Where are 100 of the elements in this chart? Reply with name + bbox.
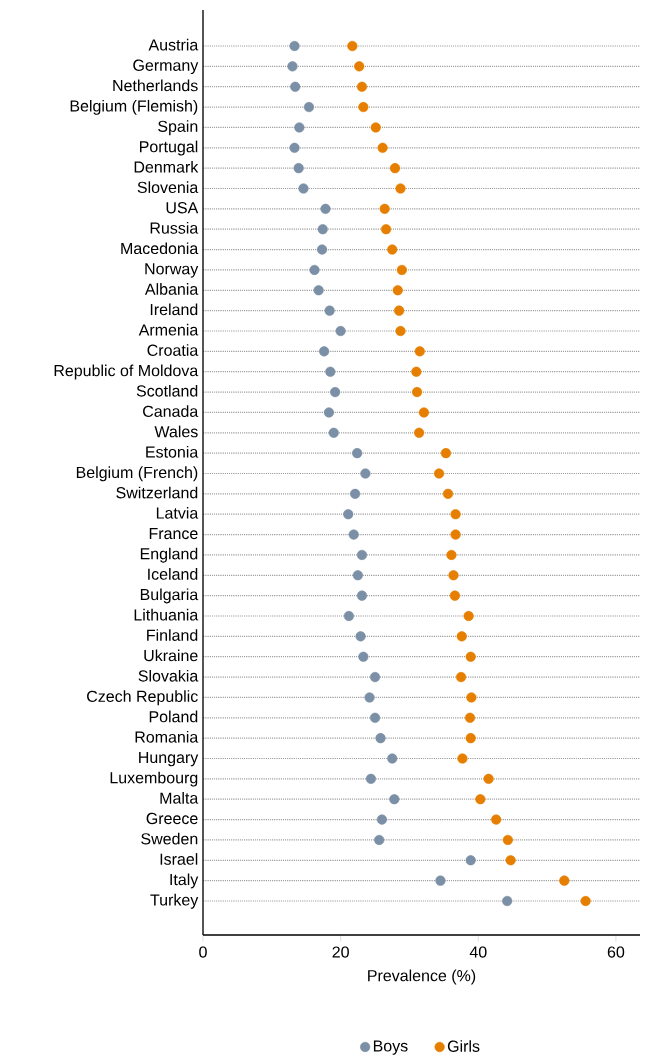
point bbox=[293, 163, 304, 174]
point bbox=[502, 895, 513, 907]
y-tick-label: Slovenia bbox=[137, 181, 199, 194]
point bbox=[348, 529, 359, 540]
y-tick-label: Finland bbox=[147, 629, 198, 641]
point bbox=[354, 61, 365, 72]
y-tick-label: Turkey bbox=[150, 893, 199, 909]
y-tick-label: Israel bbox=[160, 853, 198, 865]
point bbox=[395, 183, 406, 194]
point bbox=[411, 387, 423, 398]
point bbox=[394, 305, 405, 316]
point bbox=[377, 142, 388, 153]
point bbox=[559, 875, 570, 886]
point bbox=[350, 488, 361, 499]
y-tick-label: Austria bbox=[148, 38, 199, 51]
x-tick-label: 20 bbox=[332, 946, 349, 958]
point bbox=[376, 814, 387, 825]
point bbox=[466, 692, 477, 703]
y-tick-label: Romania bbox=[135, 730, 199, 743]
point bbox=[355, 631, 366, 642]
point bbox=[465, 733, 476, 744]
y-tick-label: Russia bbox=[150, 222, 199, 234]
point bbox=[289, 142, 300, 153]
point bbox=[287, 61, 298, 72]
y-tick-label: Belgium (French) bbox=[76, 466, 198, 482]
y-tick-label: Norway bbox=[145, 263, 199, 278]
y-tick-label: Croatia bbox=[147, 344, 199, 356]
y-tick-label: Slovakia bbox=[138, 669, 199, 682]
y-tick-label: France bbox=[149, 527, 198, 540]
y-tick-label: Italy bbox=[170, 873, 199, 889]
point bbox=[303, 102, 315, 113]
y-tick-label: Denmark bbox=[134, 160, 199, 173]
y-tick-label: Scotland bbox=[136, 384, 198, 397]
point bbox=[464, 712, 476, 723]
point bbox=[580, 895, 591, 907]
point bbox=[450, 509, 461, 520]
point bbox=[475, 794, 486, 805]
point bbox=[319, 346, 330, 357]
point bbox=[440, 448, 452, 459]
y-tick-label: Hungary bbox=[139, 751, 199, 767]
y-tick-label: England bbox=[140, 547, 198, 563]
point bbox=[375, 733, 386, 744]
y-tick-label: Iceland bbox=[148, 568, 198, 580]
y-tick-label: Spain bbox=[158, 120, 198, 136]
y-tick-label: Sweden bbox=[141, 832, 198, 845]
y-tick-label: Ukraine bbox=[144, 649, 198, 662]
y-tick-label: Bulgaria bbox=[140, 588, 199, 604]
point bbox=[352, 570, 363, 581]
point bbox=[343, 509, 354, 520]
y-tick-label: Wales bbox=[154, 425, 198, 438]
y-tick-label: Malta bbox=[160, 792, 199, 804]
point bbox=[450, 529, 461, 540]
point bbox=[328, 427, 339, 438]
point bbox=[389, 794, 400, 805]
point bbox=[491, 814, 502, 825]
point bbox=[395, 325, 406, 337]
point bbox=[463, 610, 474, 622]
point bbox=[316, 244, 328, 255]
point bbox=[298, 183, 309, 194]
point bbox=[347, 40, 358, 52]
point bbox=[414, 346, 425, 357]
x-axis-title: Prevalence (%) bbox=[368, 969, 476, 985]
y-tick-label: Macedonia bbox=[121, 242, 199, 255]
y-tick-label: Armenia bbox=[138, 323, 199, 336]
point bbox=[449, 590, 460, 601]
point bbox=[343, 610, 354, 622]
y-tick-label: Estonia bbox=[146, 445, 199, 458]
y-tick-label: Poland bbox=[149, 710, 198, 723]
point bbox=[330, 387, 341, 398]
point bbox=[365, 773, 376, 784]
y-tick-label: Netherlands bbox=[113, 79, 198, 92]
point bbox=[392, 285, 403, 296]
point bbox=[411, 366, 422, 377]
point bbox=[364, 692, 375, 703]
point bbox=[435, 875, 446, 886]
point bbox=[323, 407, 335, 418]
point bbox=[457, 753, 468, 764]
point bbox=[446, 549, 457, 560]
y-tick-label: Luxembourg bbox=[110, 771, 198, 787]
point bbox=[324, 305, 335, 316]
y-tick-label: Albania bbox=[144, 283, 199, 295]
y-tick-label: Lithuania bbox=[134, 608, 199, 621]
point bbox=[309, 264, 320, 275]
y-tick-label: Portugal bbox=[140, 140, 198, 156]
point bbox=[465, 651, 476, 662]
point bbox=[396, 264, 407, 275]
x-tick-label: 40 bbox=[469, 946, 487, 958]
point bbox=[369, 672, 381, 683]
point bbox=[317, 224, 328, 235]
point bbox=[379, 203, 390, 214]
y-tick-label: Germany bbox=[133, 59, 199, 75]
legend-label: Girls bbox=[447, 1040, 480, 1052]
point bbox=[370, 122, 381, 133]
point bbox=[389, 163, 401, 174]
point bbox=[352, 448, 363, 459]
y-tick-label: Czech Republic bbox=[87, 690, 198, 706]
point bbox=[465, 855, 476, 866]
point bbox=[387, 753, 398, 764]
point bbox=[505, 855, 516, 866]
point bbox=[289, 40, 300, 52]
